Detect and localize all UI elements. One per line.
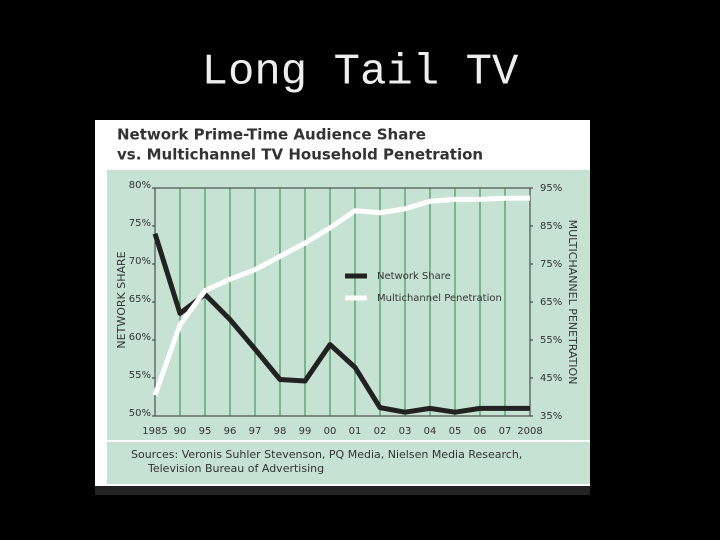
y2-tick-label: 85%: [540, 221, 562, 232]
y2-tick-label: 65%: [540, 297, 562, 308]
y-tick-label: 60%: [129, 332, 151, 343]
series-line: [152, 195, 530, 396]
chart-subtitle: vs. Multichannel TV Household Penetratio…: [117, 146, 483, 164]
x-tick-label: 98: [274, 426, 287, 437]
source-panel: [107, 442, 590, 484]
x-tick-label: 00: [324, 426, 337, 437]
series-line: [152, 232, 530, 415]
y2-tick-label: 75%: [540, 259, 562, 270]
x-tick-label: 07: [499, 426, 512, 437]
source-line: Television Bureau of Advertising: [147, 462, 324, 475]
x-tick-label: 90: [174, 426, 187, 437]
x-tick-label: 95: [199, 426, 212, 437]
y-tick-label: 55%: [129, 370, 151, 381]
y2-tick-label: 95%: [540, 183, 562, 194]
x-tick-label: 01: [349, 426, 362, 437]
chart-title: Network Prime-Time Audience Share: [117, 126, 426, 144]
image-bottom-band: [95, 486, 590, 495]
x-tick-label: 04: [424, 426, 437, 437]
x-tick-label: 99: [299, 426, 312, 437]
x-tick-label: 1985: [142, 426, 167, 437]
y-tick-label: 65%: [129, 294, 151, 305]
y2-tick-label: 35%: [540, 411, 562, 422]
source-line: Sources: Veronis Suhler Stevenson, PQ Me…: [131, 448, 522, 461]
plot-area: [154, 187, 531, 417]
y2-tick-label: 55%: [540, 335, 562, 346]
y-axis-label: NETWORK SHARE: [115, 251, 128, 348]
y-tick-label: 75%: [129, 218, 151, 229]
y-tick-label: 70%: [129, 256, 151, 267]
x-tick-label: 05: [449, 426, 462, 437]
x-tick-label: 97: [249, 426, 262, 437]
legend-label: Multichannel Penetration: [377, 293, 502, 304]
y-tick-label: 80%: [129, 180, 151, 191]
x-tick-label: 2008: [517, 426, 542, 437]
y2-axis-label: MULTICHANNEL PENETRATION: [566, 220, 579, 385]
x-tick-label: 96: [224, 426, 237, 437]
y-tick-label: 50%: [129, 408, 151, 419]
legend-label: Network Share: [377, 271, 451, 282]
x-tick-label: 02: [374, 426, 387, 437]
x-tick-label: 06: [474, 426, 487, 437]
slide-title: Long Tail TV: [202, 48, 519, 98]
y2-tick-label: 45%: [540, 373, 562, 384]
x-tick-label: 03: [399, 426, 412, 437]
